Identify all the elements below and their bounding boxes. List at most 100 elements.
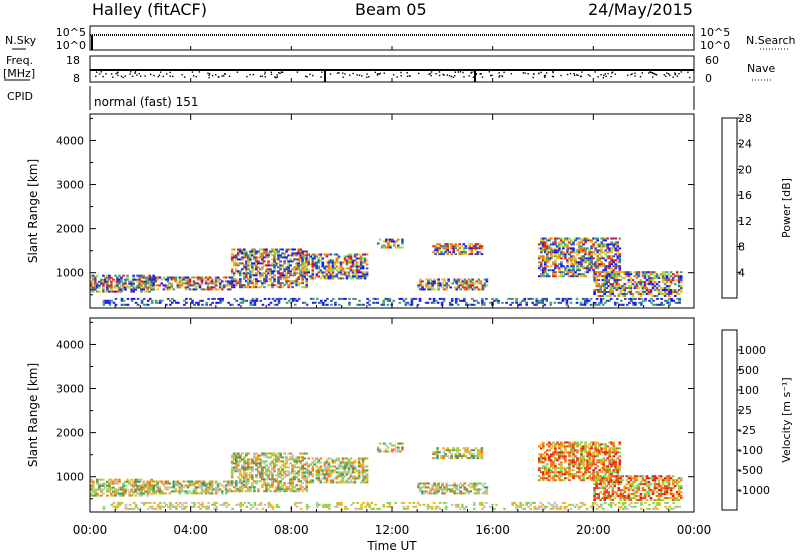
power-cell: [124, 288, 127, 291]
power-cell: [310, 297, 313, 300]
velocity-cell: [214, 486, 218, 489]
power-cell: [613, 271, 617, 274]
power-cell: [575, 301, 579, 304]
velocity-cell: [273, 454, 276, 457]
power-cell: [668, 297, 671, 300]
power-cell: [601, 283, 604, 286]
velocity-cell: [120, 501, 124, 504]
velocity-cell: [456, 457, 459, 460]
power-cell: [195, 301, 198, 304]
power-cell: [423, 288, 426, 291]
velocity-cell: [235, 464, 238, 467]
power-cell: [584, 237, 587, 240]
power-cell: [651, 273, 655, 276]
velocity-cell: [475, 482, 479, 485]
power-cell: [110, 288, 113, 291]
velocity-cell: [253, 460, 256, 463]
power-cell: [315, 273, 319, 276]
velocity-cell: [594, 449, 597, 452]
velocity-cell: [94, 492, 97, 495]
power-cell: [309, 277, 313, 280]
power-cell: [465, 286, 469, 289]
power-cell: [289, 260, 292, 263]
power-cell: [560, 263, 563, 266]
power-cell: [285, 278, 288, 281]
power-cell: [321, 273, 325, 276]
power-cell: [404, 303, 408, 306]
power-cell: [574, 259, 577, 262]
power-cell: [359, 255, 363, 258]
power-cell: [194, 276, 198, 279]
power-cell: [297, 260, 300, 263]
power-cell: [92, 276, 95, 279]
velocity-cell: [607, 483, 610, 486]
velocity-cell: [110, 480, 113, 483]
power-cell: [578, 251, 581, 254]
power-cell: [358, 299, 361, 302]
power-cell: [265, 264, 268, 267]
velocity-cell: [170, 490, 174, 493]
power-cell: [355, 269, 359, 272]
velocity-cell: [102, 482, 105, 485]
velocity-cell: [417, 486, 420, 489]
power-cell: [519, 303, 522, 306]
power-cell: [235, 284, 238, 287]
power-cell: [463, 288, 467, 291]
velocity-cell: [360, 505, 363, 508]
power-cell: [585, 297, 589, 300]
velocity-cell: [299, 486, 302, 489]
velocity-cell: [582, 459, 585, 462]
power-cell: [669, 271, 673, 274]
velocity-cell: [163, 505, 166, 508]
power-cell: [180, 284, 184, 287]
velocity-cell: [633, 481, 637, 484]
velocity-cell: [200, 490, 204, 493]
power-cell: [599, 291, 602, 293]
velocity-cell: [297, 470, 300, 473]
power-cell: [440, 301, 444, 304]
velocity-cell: [287, 474, 290, 477]
velocity-cell: [391, 448, 394, 451]
velocity-cell: [213, 503, 216, 506]
power-cell: [279, 256, 282, 259]
velocity-cell: [132, 490, 135, 493]
velocity-cell: [289, 462, 292, 465]
power-cell: [463, 278, 467, 281]
power-cell: [166, 276, 170, 279]
power-cell: [542, 243, 545, 246]
velocity-cell: [616, 465, 620, 468]
velocity-cell: [247, 468, 250, 471]
velocity-cell: [345, 463, 349, 466]
power-cell: [136, 286, 139, 289]
power-cell: [550, 253, 553, 256]
velocity-cell: [277, 452, 280, 455]
power-cell: [224, 280, 228, 283]
power-cell: [521, 299, 524, 302]
velocity-cell: [130, 490, 133, 493]
velocity-cell: [336, 503, 339, 506]
velocity-cell: [210, 488, 214, 491]
velocity-cell: [247, 458, 250, 461]
velocity-cell: [643, 497, 647, 499]
power-cell: [239, 284, 242, 287]
power-cell: [299, 260, 302, 263]
power-cell: [216, 288, 220, 291]
velocity-cell: [679, 477, 683, 480]
power-cell: [663, 293, 667, 295]
velocity-cell: [548, 449, 551, 452]
power-cell: [554, 237, 557, 240]
velocity-cell: [619, 499, 623, 501]
power-cell: [277, 270, 280, 273]
velocity-cell: [610, 443, 613, 446]
velocity-cell: [677, 481, 681, 484]
power-cell: [307, 253, 310, 256]
power-cell: [156, 278, 159, 281]
velocity-cell: [616, 471, 620, 474]
power-cell: [265, 252, 268, 255]
power-cell: [177, 301, 180, 304]
velocity-cell: [122, 490, 125, 493]
power-cell: [479, 282, 483, 285]
velocity-cell: [647, 493, 651, 495]
power-cell: [359, 275, 363, 278]
velocity-cell: [564, 461, 567, 464]
